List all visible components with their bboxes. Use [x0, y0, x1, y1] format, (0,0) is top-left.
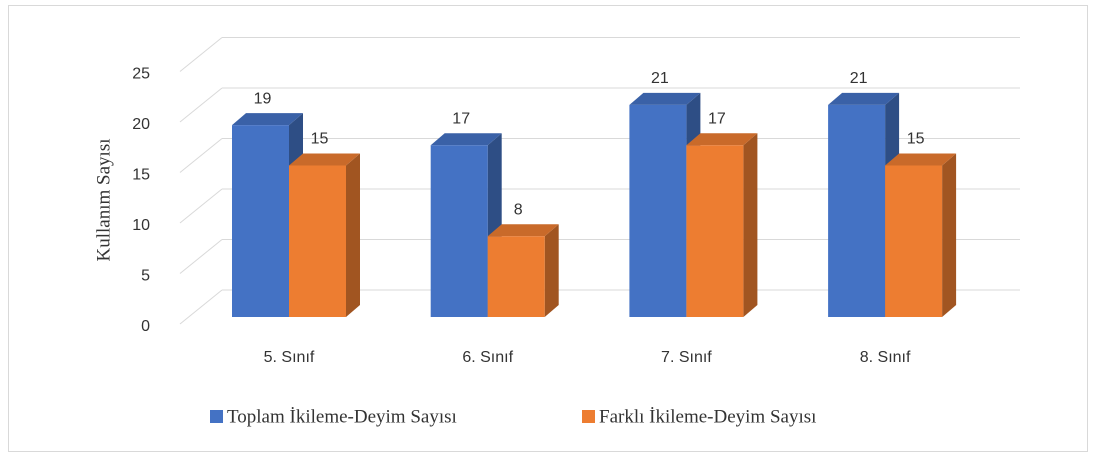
bar-face	[487, 236, 545, 317]
data-label: 17	[452, 111, 470, 128]
bar-face	[942, 153, 957, 317]
grid-line	[179, 239, 223, 274]
legend-swatch	[582, 410, 595, 423]
bar-face	[885, 165, 943, 317]
data-label: 8	[514, 201, 523, 218]
data-label: 17	[708, 111, 726, 128]
bar-face	[885, 153, 957, 166]
y-tick-label: 15	[132, 167, 150, 184]
bar-face	[232, 113, 303, 126]
y-tick-label: 25	[132, 66, 150, 83]
legend-swatch	[210, 410, 223, 423]
bar-face	[289, 165, 346, 317]
bar-face	[828, 92, 900, 105]
grid-line	[179, 289, 223, 325]
bar	[686, 133, 758, 317]
bar	[487, 224, 559, 317]
legend-label: Toplam İkileme-Deyim Sayısı	[227, 406, 457, 427]
bar-face	[629, 92, 701, 105]
bar-face	[232, 125, 289, 317]
bar-face	[828, 104, 886, 318]
data-label: 15	[907, 131, 925, 148]
data-label: 21	[651, 70, 669, 87]
x-tick-label: 8. Sınıf	[860, 349, 911, 366]
grid-line	[179, 87, 223, 123]
y-tick-label: 5	[141, 268, 150, 285]
x-tick-label: 7. Sınıf	[661, 349, 712, 366]
bar-face	[289, 153, 360, 166]
bar-face	[544, 224, 559, 317]
data-label: 15	[311, 131, 329, 148]
y-tick-label: 10	[132, 217, 150, 234]
bar-face	[430, 133, 502, 146]
y-axis-label: Kullanım Sayısı	[93, 139, 114, 262]
grid-line	[179, 37, 223, 72]
bar-face	[629, 104, 687, 318]
bar	[289, 153, 360, 317]
data-label: 19	[254, 90, 272, 107]
y-tick-label: 0	[141, 318, 150, 335]
x-tick-label: 5. Sınıf	[264, 349, 315, 366]
legend-label: Farklı İkileme-Deyim Sayısı	[599, 406, 816, 427]
y-tick-label: 20	[132, 116, 150, 133]
data-label: 21	[850, 70, 868, 87]
grid-line	[179, 188, 223, 224]
bar-face	[430, 145, 488, 317]
bar-face	[743, 133, 758, 317]
bar	[885, 153, 957, 317]
bar-face	[346, 153, 360, 317]
bar-face	[487, 224, 559, 237]
bar-face	[686, 145, 744, 317]
x-tick-label: 6. Sınıf	[462, 349, 513, 366]
bar-face	[686, 133, 758, 146]
grid-line	[179, 138, 223, 173]
